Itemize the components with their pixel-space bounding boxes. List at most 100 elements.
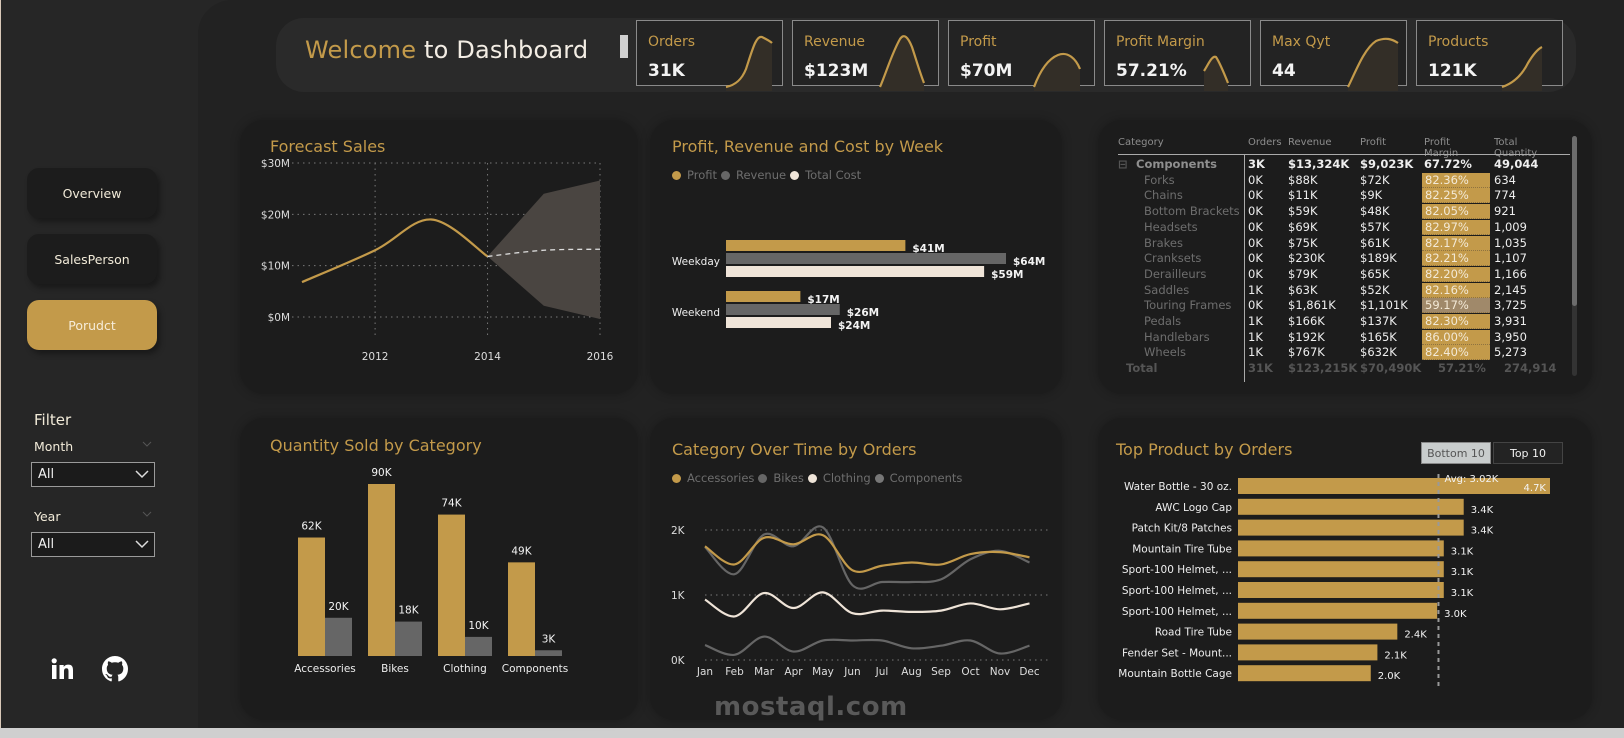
product-label: Sport-100 Helmet, ... — [1122, 585, 1232, 597]
cell-revenue: $88K — [1288, 172, 1318, 187]
legend-revenue[interactable]: Revenue — [736, 168, 787, 182]
cell-revenue: $230K — [1288, 251, 1325, 266]
product-label: Sport-100 Helmet, ... — [1122, 564, 1232, 576]
cell-margin: 82.20% — [1422, 266, 1490, 282]
cell-profit: $48K — [1360, 204, 1390, 219]
bar-value-label: 2.4K — [1404, 630, 1427, 641]
legend-components[interactable]: Components — [889, 471, 963, 485]
slicer-handle[interactable] — [620, 35, 628, 58]
bar-profit — [726, 240, 906, 251]
week-legend: Profit Revenue Total Cost — [672, 168, 861, 182]
title-highlight: Welcome — [305, 36, 417, 64]
legend-dot-profit — [672, 170, 681, 180]
x-tick-label: Oct — [961, 666, 979, 678]
table-row[interactable]: Brakes 0K $75K $61K 82.17% 1,035 — [1118, 235, 1570, 252]
table-scrollbar[interactable] — [1572, 136, 1577, 376]
product-bar — [1238, 582, 1444, 598]
table-row[interactable]: Touring Frames 0K $1,861K $1,101K 59.17%… — [1118, 298, 1570, 314]
legend-dot-components — [874, 473, 884, 483]
cell-margin: 57.21% — [1438, 361, 1486, 376]
kpi-value: 57.21% — [1116, 61, 1187, 81]
cell-profit: $57K — [1360, 219, 1390, 234]
column-header[interactable]: Category — [1118, 137, 1164, 148]
bar-clothing — [465, 636, 492, 656]
legend-profit[interactable]: Profit — [687, 168, 717, 182]
product-bar — [1238, 561, 1444, 578]
github-icon[interactable] — [102, 656, 128, 686]
cell-revenue: $63K — [1288, 282, 1318, 297]
table-row[interactable]: Bottom Brackets 0K $59K $48K 82.05% 921 — [1118, 204, 1570, 220]
linkedin-icon[interactable] — [51, 658, 75, 684]
bar-clothing — [438, 514, 465, 656]
product-bar — [1238, 602, 1438, 619]
cell-orders: 0K — [1248, 219, 1263, 234]
cell-profit: $632K — [1360, 345, 1397, 360]
cell-orders: 0K — [1248, 298, 1263, 313]
top-10-button[interactable]: Top 10 — [1493, 442, 1563, 464]
table-row[interactable]: Saddles 1K $63K $52K 82.16% 2,145 — [1118, 282, 1570, 299]
product-label: AWC Logo Cap — [1155, 502, 1232, 514]
quantity-title: Quantity Sold by Category — [270, 436, 482, 455]
nav-overview-button[interactable]: Overview — [27, 168, 157, 218]
kpi-value: $123M — [804, 61, 869, 81]
y-tick-label: $20M — [261, 209, 290, 221]
cell-category: Wheels — [1144, 345, 1186, 360]
cell-orders: 31K — [1248, 361, 1273, 376]
kpi-label: Revenue — [804, 34, 865, 50]
top-products-chart: Water Bottle - 30 oz. 4.7K AWC Logo Cap 3.4… — [1118, 472, 1550, 688]
table-row[interactable]: Handlebars 1K $192K $165K 86.00% 3,950 — [1118, 329, 1570, 346]
cell-revenue: $767K — [1288, 345, 1325, 360]
bar-total-cost — [726, 266, 985, 277]
column-header[interactable]: Profit — [1360, 137, 1387, 148]
window-edge — [0, 0, 1, 728]
product-label: Sport-100 Helmet, ... — [1122, 606, 1232, 618]
legend-bikes[interactable]: Bikes — [773, 471, 804, 485]
legend-accessories[interactable]: Accessories — [687, 471, 755, 485]
scrollbar-thumb[interactable] — [1572, 136, 1577, 306]
cell-revenue: $59K — [1288, 204, 1318, 219]
month-select[interactable]: All — [31, 462, 155, 487]
table-row[interactable]: Pedals 1K $166K $137K 82.30% 3,931 — [1118, 314, 1570, 330]
bar-profit — [726, 291, 801, 302]
column-header[interactable]: Profit Margin — [1424, 137, 1458, 159]
nav-product-button[interactable]: Porudct — [27, 300, 157, 350]
cell-orders: 1K — [1248, 314, 1263, 328]
product-bar — [1238, 623, 1398, 640]
column-header[interactable]: Orders — [1248, 137, 1282, 148]
product-bar — [1238, 478, 1550, 494]
x-tick-label: Mar — [754, 666, 774, 678]
table-row[interactable]: Wheels 1K $767K $632K 82.40% 5,273 — [1118, 345, 1570, 361]
actual-sales-line — [301, 218, 489, 284]
page-title: Welcome to Dashboard — [305, 36, 588, 64]
bottom-10-button[interactable]: Bottom 10 — [1421, 442, 1491, 464]
forecast-title: Forecast Sales — [270, 137, 386, 156]
table-row[interactable]: Chains 0K $11K $9K 82.25% 774 — [1118, 188, 1570, 204]
chevron-down-icon[interactable] — [142, 440, 152, 450]
chevron-down-icon[interactable] — [142, 510, 152, 520]
table-row[interactable]: Cranksets 0K $230K $189K 82.21% 1,107 — [1118, 251, 1570, 267]
legend-dot-cost — [790, 170, 800, 180]
watermark: mostaql.com — [714, 692, 908, 722]
bar-value-label: 49K — [511, 545, 532, 557]
cell-revenue: $1,861K — [1288, 298, 1336, 313]
column-header[interactable]: Total Quantity — [1494, 137, 1537, 159]
cell-qty: 1,166 — [1494, 266, 1527, 281]
table-row[interactable]: Headsets 0K $69K $57K 82.97% 1,009 — [1118, 219, 1570, 236]
legend-clothing[interactable]: Clothing — [822, 471, 871, 485]
cell-qty: 634 — [1494, 172, 1516, 187]
x-tick-label: Jun — [843, 666, 860, 678]
category-time-legend: Accessories Bikes Clothing Components — [672, 471, 962, 485]
nav-salesperson-button[interactable]: SalesPerson — [27, 234, 157, 284]
table-row[interactable]: Derailleurs 0K $79K $65K 82.20% 1,166 — [1118, 266, 1570, 283]
legend-cost[interactable]: Total Cost — [805, 168, 862, 182]
table-row[interactable]: Forks 0K $88K $72K 82.36% 634 — [1118, 172, 1570, 189]
cell-category: Touring Frames — [1144, 298, 1232, 313]
kpi-card-max-qyt: Max Qyt 44 — [1260, 20, 1407, 91]
cell-revenue: $13,324K — [1288, 157, 1350, 171]
column-header[interactable]: Revenue — [1288, 137, 1332, 148]
collapse-icon[interactable]: ⊟ — [1118, 157, 1128, 171]
table-row-group[interactable]: ⊟ Components 3K $13,324K $9,023K 67.72% … — [1118, 157, 1570, 173]
year-select[interactable]: All — [31, 532, 155, 557]
cell-profit: $137K — [1360, 314, 1397, 328]
kpi-card-profit: Profit $70M — [948, 20, 1095, 91]
